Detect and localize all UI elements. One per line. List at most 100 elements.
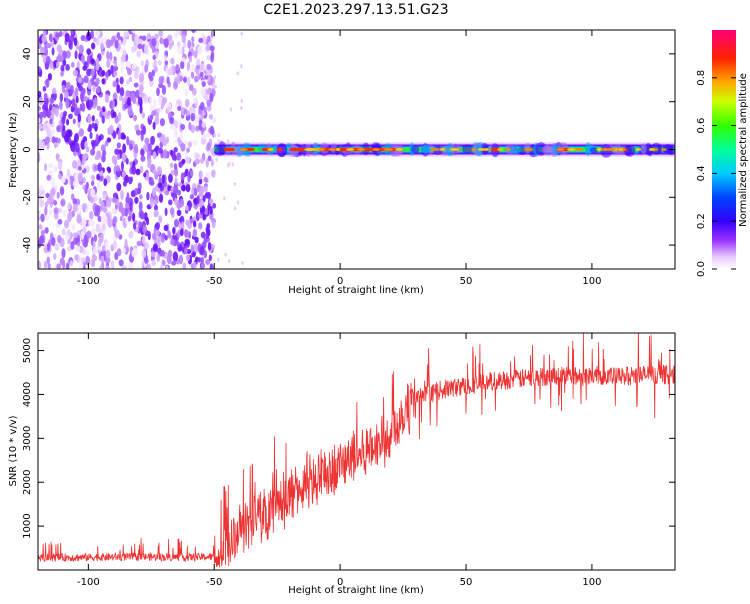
spectrogram-noise-cell: [83, 61, 88, 67]
spectrogram-noise-cell: [59, 257, 65, 266]
spectrogram-noise-cell: [153, 98, 157, 109]
spectrogram-noise-cell: [78, 85, 84, 92]
spectrogram-noise-cell: [234, 206, 237, 211]
spectrogram-noise-cell: [38, 224, 43, 230]
spectrogram-noise-cell: [72, 160, 78, 169]
spectrogram-noise-cell: [124, 238, 128, 249]
spectrogram-noise-cell: [51, 237, 56, 247]
spectrogram-noise-cell: [152, 54, 156, 61]
spectrogram-noise-cell: [89, 210, 94, 220]
spectrogram-noise-cell: [125, 60, 131, 68]
spectrogram-noise-cell: [46, 174, 52, 181]
spectrogram-noise-cell: [112, 65, 119, 72]
spectrogram-noise-cell: [187, 39, 192, 49]
spectrogram-noise-cell: [204, 184, 208, 193]
spectrogram-noise-cell: [84, 140, 88, 149]
spectrogram-noise-cell: [105, 241, 109, 250]
spectrogram-noise-cell: [168, 42, 172, 50]
spectrogram-noise-cell: [66, 228, 71, 237]
spectrogram-signal-blob: [523, 142, 532, 154]
spectrogram-noise-cell: [214, 84, 217, 89]
spectrogram-noise-cell: [85, 98, 90, 109]
spectrogram-noise-cell: [92, 84, 96, 92]
spectrogram-signal-highlight: [471, 148, 477, 151]
spectrogram-noise-cell: [182, 185, 186, 192]
spectrogram-noise-cell: [212, 202, 217, 209]
spectrogram-noise-cell: [236, 71, 239, 76]
spectrogram-noise-cell: [139, 194, 143, 200]
spectrogram-noise-cell: [110, 64, 114, 75]
spectrogram-noise-cell: [176, 99, 182, 105]
spectrogram-noise-cell: [174, 177, 178, 186]
spectrogram-noise-cell: [87, 80, 92, 90]
spectrogram-signal-highlight: [430, 148, 440, 151]
spectrogram-noise-cell: [81, 203, 87, 211]
spectrogram-noise-cell: [151, 110, 156, 117]
spectrogram-noise-cell: [60, 198, 66, 207]
spectrogram-noise-cell: [117, 130, 121, 141]
spectrogram-noise-cell: [38, 185, 44, 192]
spectrogram-noise-cell: [58, 172, 62, 180]
spectrogram-noise-cell: [114, 204, 118, 210]
spectrogram-noise-cell: [180, 172, 185, 182]
spectrogram-signal-core: [277, 147, 283, 152]
spectrogram-noise-cell: [61, 228, 66, 236]
spectrogram-noise-cell: [228, 161, 231, 166]
spectrogram-noise-cell: [194, 114, 200, 124]
spectrogram-signal-core: [289, 147, 305, 152]
spectrogram-noise-cell: [91, 115, 95, 122]
spectrogram-noise-cell: [111, 155, 117, 164]
spectrogram-noise-cell: [139, 104, 143, 114]
spectrogram-noise-cell: [186, 147, 190, 153]
spectrogram-noise-cell: [100, 42, 105, 51]
snr-ytick-label: 1000: [22, 513, 33, 538]
spectrogram-xtick-label: 0: [337, 276, 343, 287]
spectrogram-noise-cell: [133, 114, 137, 122]
spectrogram-noise-cell: [135, 89, 140, 99]
spectrogram-noise-cell: [187, 76, 191, 87]
spectrogram-noise-cell: [163, 38, 169, 48]
spectrogram-noise-cell: [201, 81, 206, 87]
spectrogram-noise-cell: [159, 37, 164, 45]
snr-xtick-label: 0: [337, 577, 343, 588]
spectrogram-noise-cell: [113, 59, 118, 67]
spectrogram-noise-cell: [129, 111, 134, 117]
spectrogram-noise-cell: [58, 55, 64, 63]
spectrogram-noise-cell: [191, 186, 195, 197]
spectrogram-noise-cell: [77, 246, 81, 252]
spectrogram-noise-cell: [95, 77, 100, 85]
spectrogram-noise-cell: [62, 110, 68, 117]
spectrogram-noise-cell: [185, 205, 189, 212]
spectrogram-noise-cell: [81, 217, 87, 227]
spectrogram-noise-cell: [61, 175, 66, 184]
spectrogram-noise-cell: [49, 118, 53, 125]
spectrogram-noise-cell: [184, 238, 190, 245]
spectrogram-noise-cell: [162, 138, 168, 147]
spectrogram-noise-cell: [114, 229, 120, 239]
spectrogram-noise-cell: [135, 129, 141, 136]
spectrogram-noise-cell: [165, 190, 170, 196]
spectrogram-noise-cell: [142, 144, 148, 152]
spectrogram-noise-cell: [130, 190, 136, 198]
snr-ytick-label: 5000: [22, 338, 33, 363]
spectrogram-noise-cell: [72, 118, 76, 124]
spectrogram-noise-cell: [179, 75, 183, 82]
spectrogram-noise-cell: [153, 209, 159, 218]
spectrogram-noise-cell: [139, 86, 143, 97]
spectrogram-noise-cell: [191, 30, 197, 34]
spectrogram-noise-cell: [236, 200, 240, 205]
spectrogram-noise-cell: [93, 97, 98, 106]
spectrogram-noise-cell: [68, 113, 73, 120]
spectrogram-noise-cell: [98, 238, 102, 247]
spectrogram-noise-cell: [40, 213, 45, 223]
spectrogram-signal-highlight: [398, 148, 403, 151]
spectrogram-noise-cell: [116, 248, 122, 257]
spectrogram-noise-cell: [91, 253, 96, 263]
spectrogram-noise-cell: [67, 201, 71, 211]
spectrogram-noise-cell: [183, 108, 187, 115]
spectrogram-noise-cell: [206, 191, 212, 199]
spectrogram-noise-cell: [150, 135, 156, 145]
spectrogram-noise-cell: [123, 31, 129, 38]
spectrogram-noise-cell: [143, 94, 149, 103]
spectrogram-noise-cell: [192, 243, 199, 254]
